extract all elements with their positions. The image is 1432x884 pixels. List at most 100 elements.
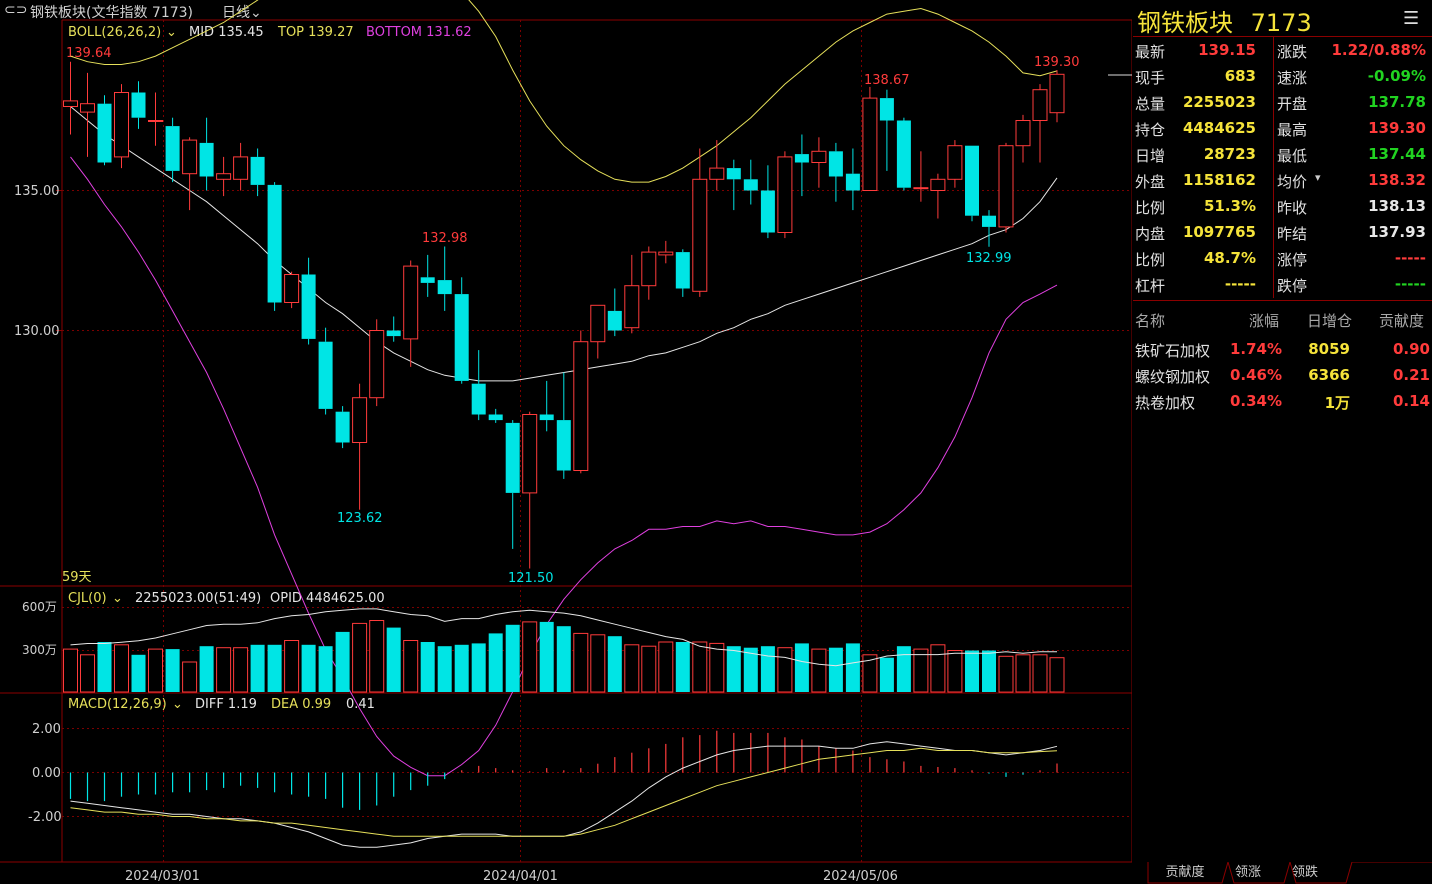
tab-lead-up[interactable]: 领涨: [1234, 865, 1261, 880]
volume-bar: [369, 620, 385, 693]
volume-bar: [284, 640, 300, 693]
vol-tick-600: 600万: [22, 600, 57, 614]
candle-body: [352, 397, 368, 444]
volume-legend[interactable]: CJL(0) ⌄ 2255023.00(51:49) OPID 4484625.…: [68, 591, 385, 606]
quote_left-label: 杠杆: [1135, 277, 1166, 295]
quote_right-row: 均价 138.32 ▾: [1275, 168, 1432, 194]
candle: [982, 210, 996, 247]
macd-dea-line: [70, 747, 1058, 837]
candle-body: [335, 411, 350, 443]
candle: [97, 95, 112, 166]
candle: [250, 148, 265, 197]
candle: [624, 254, 640, 334]
volume-bar: [63, 648, 78, 693]
volume-bar: [675, 642, 690, 692]
y-tick-130: 130.00: [14, 324, 60, 339]
candle: [930, 173, 946, 219]
macd-tick-2: 2.00: [32, 722, 61, 737]
volume-bar: [250, 644, 265, 692]
boll-top-line: [70, 0, 1058, 183]
link-icon[interactable]: ⊂⊃: [4, 2, 28, 18]
annotation-low-2: 121.50: [508, 571, 554, 586]
contrib-table-header: 名称 涨幅 日增仓 贡献度: [1133, 310, 1432, 334]
boll-bottom-label: BOTTOM 131.62: [366, 25, 472, 40]
chart-area[interactable]: 135.00 130.00 600万 300万 2.00 0.00 -2.00 …: [0, 0, 1132, 884]
volume-bar: [522, 621, 538, 693]
quote_left-value: 4484625: [1182, 119, 1256, 137]
date-label-1: 2024/03/01: [125, 869, 200, 884]
quote_left-value: 51.3%: [1203, 197, 1256, 215]
candle: [811, 137, 827, 188]
candle: [641, 246, 657, 300]
annotation-high-4: 139.30: [1034, 55, 1080, 70]
candle: [199, 117, 214, 191]
candle: [301, 257, 316, 345]
candle: [318, 327, 333, 415]
candle: [114, 84, 129, 169]
candle: [1015, 114, 1031, 163]
volume-bar: [80, 654, 95, 693]
candle: [828, 142, 843, 202]
candle-body: [692, 178, 708, 292]
contrib-row[interactable]: 螺纹钢加权 0.46% 6366 0.21: [1133, 366, 1432, 390]
divider: [1273, 36, 1274, 298]
vol-tick-300: 300万: [22, 643, 57, 657]
volume-bar: [862, 654, 878, 693]
quote_right-value: 137.44: [1368, 145, 1426, 163]
candle-body: [709, 167, 725, 180]
contrib-row[interactable]: 热卷加权 0.34% 1万 0.14: [1133, 392, 1432, 416]
candle: [556, 372, 571, 479]
candle-body: [607, 310, 622, 331]
candle-body: [199, 142, 214, 177]
candle-body: [318, 341, 333, 409]
volume-bar: [760, 646, 775, 692]
annotation-low-3: 132.99: [966, 251, 1012, 266]
candle: [658, 240, 674, 264]
quote_left-row: 最新 139.15: [1133, 38, 1273, 64]
quote_right-value: 139.30: [1368, 119, 1426, 137]
candle-body: [965, 145, 979, 216]
quote_right-row: 最低 137.44: [1275, 142, 1432, 168]
contrib-name: 热卷加权: [1135, 394, 1196, 412]
macd-legend[interactable]: MACD(12,26,9) ⌄ DIFF 1.19 DEA 0.99 0.41: [68, 697, 375, 712]
quote_left-row: 现手 683: [1133, 64, 1273, 90]
quote_right-label: 速涨: [1277, 69, 1308, 87]
days-count-label: 59天: [62, 570, 92, 585]
quote_right-label: 最高: [1277, 121, 1308, 139]
quote_right-label: 昨收: [1277, 199, 1308, 217]
quote_left-value: 1097765: [1182, 223, 1256, 241]
volume-bar: [114, 644, 129, 693]
candle: [879, 89, 894, 171]
annotation-low-1: 123.62: [337, 511, 383, 526]
period-selector[interactable]: 日线⌄: [222, 2, 262, 22]
period-label: 日线: [222, 5, 250, 21]
boll-legend[interactable]: BOLL(26,26,2) ⌄ MID 135.45 TOP 139.27 BO…: [68, 25, 472, 40]
tab-contrib[interactable]: 贡献度: [1165, 865, 1205, 880]
candle: [148, 92, 163, 146]
candle: [284, 271, 300, 309]
volume-bar: [267, 644, 282, 692]
quote_right-row: 跌停 -----: [1275, 272, 1432, 298]
candle-body: [437, 280, 452, 295]
quote_right-value: -0.09%: [1367, 67, 1426, 85]
menu-icon[interactable]: ☰: [1403, 8, 1420, 29]
volume-bar: [896, 646, 911, 692]
quote_left-value: 2255023: [1182, 93, 1256, 111]
candle-body: [794, 154, 809, 163]
contrib-row[interactable]: 铁矿石加权 1.74% 8059 0.90: [1133, 340, 1432, 364]
volume-bar: [658, 641, 674, 693]
candle: [1049, 70, 1065, 123]
candle: [913, 151, 929, 202]
candle-body: [97, 103, 112, 163]
dropdown-icon[interactable]: ▾: [1315, 171, 1321, 184]
quote_left-value: 139.15: [1198, 41, 1256, 59]
candle-body: [760, 190, 775, 233]
volume-bar: [982, 650, 996, 692]
candle-body: [250, 156, 265, 185]
candle: [131, 81, 146, 129]
contrib-contrib: 0.14: [1392, 392, 1430, 410]
tab-lead-down[interactable]: 领跌: [1291, 865, 1318, 880]
volume-bar: [403, 640, 419, 693]
divider: [1133, 36, 1432, 37]
candle-body: [1015, 120, 1031, 147]
